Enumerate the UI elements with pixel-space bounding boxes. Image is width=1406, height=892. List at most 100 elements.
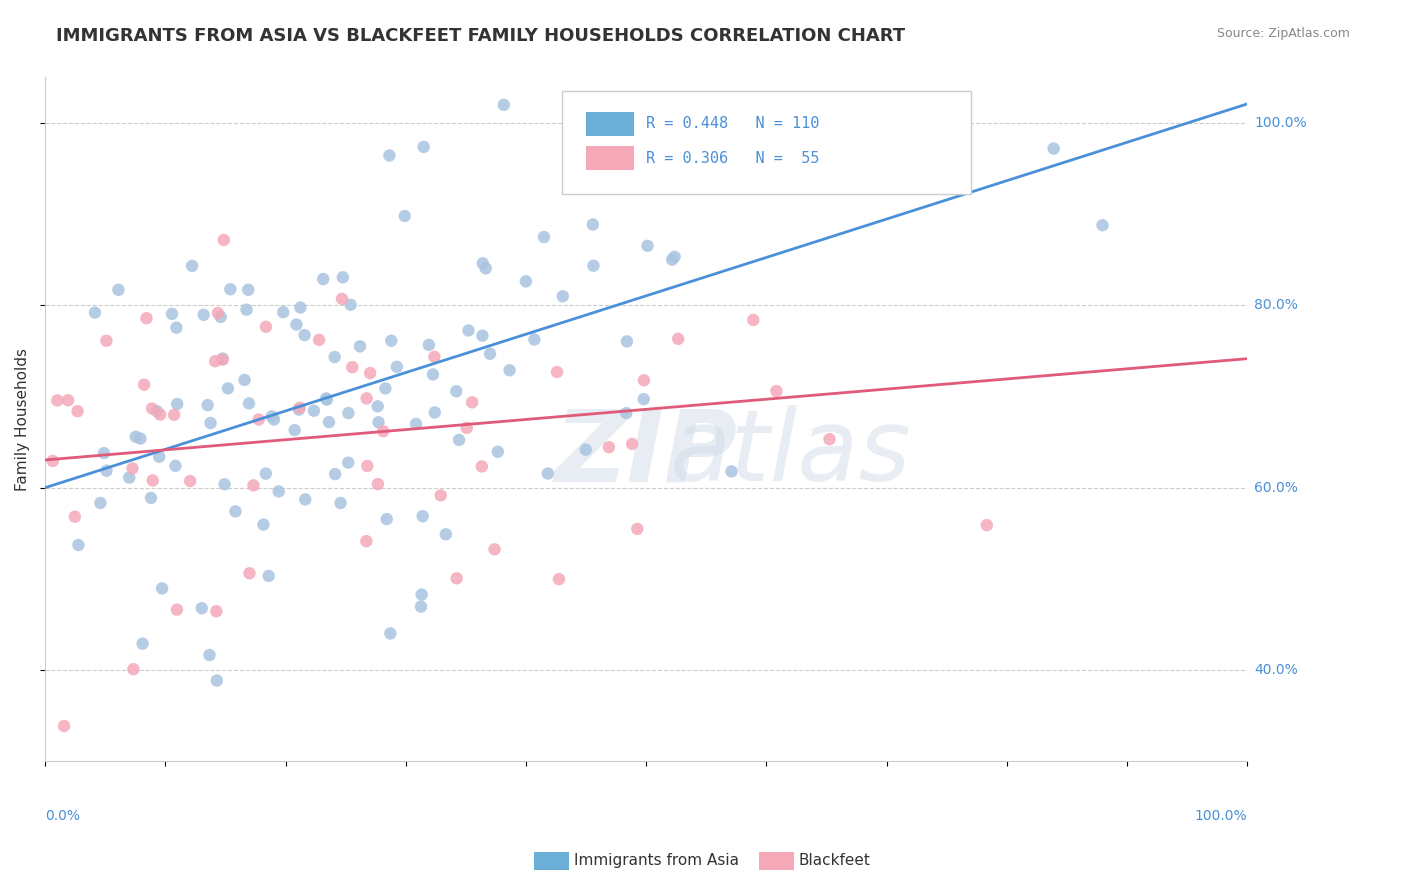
Point — [302, 403, 325, 417]
Point — [582, 218, 605, 232]
Point — [129, 432, 152, 446]
Point — [315, 392, 337, 406]
Text: 0.0%: 0.0% — [45, 809, 80, 823]
Point — [212, 233, 235, 247]
Point — [211, 351, 233, 366]
Text: 100.0%: 100.0% — [1195, 809, 1247, 823]
Point — [422, 368, 444, 382]
Point — [67, 538, 90, 552]
Point — [135, 311, 157, 326]
Point — [254, 319, 277, 334]
Point — [96, 464, 118, 478]
Point — [149, 408, 172, 422]
Y-axis label: Family Households: Family Households — [15, 348, 30, 491]
Point — [633, 392, 655, 406]
Point — [637, 239, 659, 253]
Text: 80.0%: 80.0% — [1254, 299, 1298, 312]
Point — [479, 347, 502, 361]
Point — [207, 306, 229, 320]
Point — [146, 404, 169, 418]
Point — [498, 363, 520, 377]
Point — [373, 424, 395, 438]
Point — [614, 406, 637, 420]
Point — [290, 301, 312, 315]
Point — [288, 401, 311, 415]
Point — [267, 484, 290, 499]
Point — [471, 328, 494, 343]
Point — [332, 270, 354, 285]
Point — [457, 323, 479, 337]
Point — [66, 404, 89, 418]
Text: Blackfeet: Blackfeet — [799, 854, 870, 868]
Point — [429, 488, 451, 502]
Point — [575, 442, 598, 457]
Point — [284, 423, 307, 437]
Point — [976, 518, 998, 533]
Point — [247, 412, 270, 426]
Text: IMMIGRANTS FROM ASIA VS BLACKFEET FAMILY HOUSEHOLDS CORRELATION CHART: IMMIGRANTS FROM ASIA VS BLACKFEET FAMILY… — [56, 27, 905, 45]
Point — [626, 522, 648, 536]
Point — [150, 582, 173, 596]
Point — [664, 250, 686, 264]
Point — [211, 352, 233, 367]
Point — [233, 373, 256, 387]
Point — [294, 328, 316, 343]
FancyBboxPatch shape — [586, 145, 634, 169]
Point — [474, 261, 496, 276]
Point — [633, 373, 655, 387]
Text: atlas: atlas — [669, 405, 911, 502]
Point — [139, 491, 162, 505]
Point — [537, 467, 560, 481]
Point — [329, 496, 352, 510]
Point — [824, 97, 846, 112]
Point — [661, 252, 683, 267]
Point — [471, 459, 494, 474]
Point — [163, 408, 186, 422]
Point — [285, 318, 308, 332]
Point — [148, 450, 170, 464]
Point — [337, 406, 360, 420]
Point — [456, 421, 478, 435]
Point — [446, 571, 468, 585]
Point — [551, 289, 574, 303]
Point — [1091, 218, 1114, 232]
Point — [318, 415, 340, 429]
Point — [378, 148, 401, 162]
Point — [166, 602, 188, 616]
Point — [367, 400, 389, 414]
Point — [356, 534, 378, 549]
Point — [96, 334, 118, 348]
Point — [339, 298, 361, 312]
Point — [447, 433, 470, 447]
Point — [375, 512, 398, 526]
Point — [165, 320, 187, 334]
Point — [374, 381, 396, 395]
Text: 40.0%: 40.0% — [1254, 664, 1298, 677]
Text: 100.0%: 100.0% — [1254, 116, 1306, 130]
Point — [710, 119, 733, 133]
Text: ZIP: ZIP — [555, 405, 738, 502]
Point — [546, 365, 568, 379]
Point — [446, 384, 468, 399]
Point — [548, 572, 571, 586]
Point — [486, 444, 509, 458]
Point — [773, 97, 796, 112]
Point — [205, 673, 228, 688]
Point — [484, 542, 506, 557]
Point — [121, 461, 143, 475]
Point — [238, 396, 260, 410]
Point — [83, 305, 105, 319]
Point — [515, 274, 537, 288]
Point — [330, 292, 353, 306]
Point — [263, 412, 285, 426]
Point — [125, 430, 148, 444]
Point — [179, 474, 201, 488]
Point — [523, 333, 546, 347]
Point — [260, 409, 283, 424]
Point — [252, 517, 274, 532]
Point — [191, 601, 214, 615]
Point — [621, 437, 644, 451]
Point — [131, 637, 153, 651]
Point — [720, 464, 742, 478]
Text: Source: ZipAtlas.com: Source: ZipAtlas.com — [1216, 27, 1350, 40]
